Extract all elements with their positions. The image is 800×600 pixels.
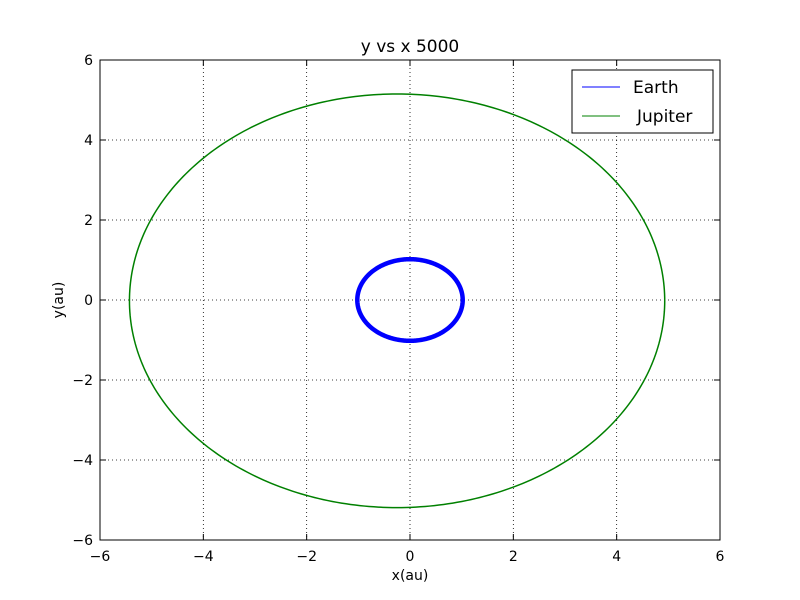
legend-earth-label: Earth xyxy=(633,78,679,98)
axis-ticks xyxy=(99,59,721,541)
y-tick-label-5: 4 xyxy=(84,133,93,149)
y-tick-label-6: 6 xyxy=(84,53,93,69)
legend-box xyxy=(571,69,714,134)
legend-jupiter-label: Jupiter xyxy=(636,107,692,127)
y-axis-label: y(au) xyxy=(51,282,67,319)
y-tick-label-3: 0 xyxy=(84,293,93,309)
tick-labels: −6 −4 −2 0 2 4 6 −6 −4 −2 0 2 4 6 xyxy=(72,53,724,565)
x-tick-label-4: 2 xyxy=(509,549,518,565)
y-tick-label-2: −2 xyxy=(72,373,93,389)
series-earth-line xyxy=(355,256,465,344)
x-tick-label-1: −4 xyxy=(193,549,214,565)
x-tick-label-3: 0 xyxy=(406,549,415,565)
x-tick-label-5: 4 xyxy=(612,549,621,565)
y-tick-label-4: 2 xyxy=(84,213,93,229)
legend: Earth Jupiter xyxy=(571,69,714,134)
x-tick-label-2: −2 xyxy=(296,549,317,565)
series-jupiter-line xyxy=(128,93,666,509)
y-tick-label-0: −6 xyxy=(72,533,93,549)
x-axis-label: x(au) xyxy=(392,568,429,584)
x-tick-label-6: 6 xyxy=(716,549,725,565)
x-tick-label-0: −6 xyxy=(90,549,111,565)
y-tick-label-1: −4 xyxy=(72,453,93,469)
grid-lines xyxy=(100,60,720,540)
series-lines xyxy=(128,93,666,509)
chart-title: y vs x 5000 xyxy=(361,37,460,57)
